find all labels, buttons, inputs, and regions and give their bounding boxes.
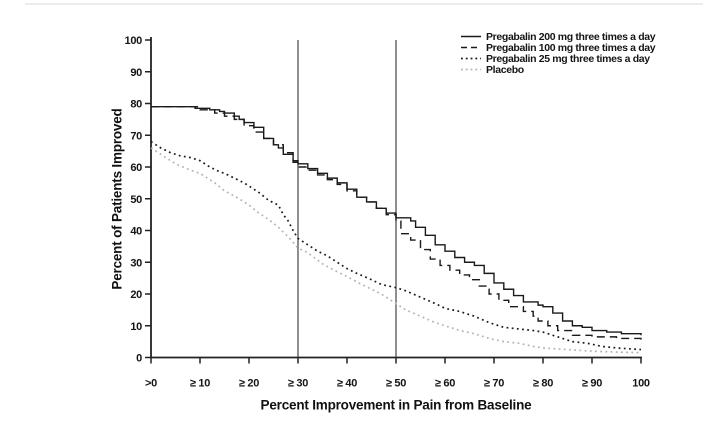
legend-label: Placebo [486,63,524,76]
x-tick-label: ≥ 60 [435,378,455,390]
x-tick-label: ≥ 30 [288,378,308,390]
series-line-3 [150,147,642,354]
x-tick-label: ≥ 80 [533,378,553,390]
legend-line-swatch [461,57,481,60]
y-tick-label: 10 [130,321,142,333]
series-line-1 [151,105,642,342]
x-tick-label: ≥ 20 [239,378,259,390]
legend-label: Pregabalin 100 mg three times a day [486,41,656,54]
x-tick-label: ≥ 40 [337,378,357,390]
y-tick-label: 90 [130,67,142,79]
y-tick-label: 80 [130,99,142,111]
legend-item: Pregabalin 200 mg three times a day [461,30,656,43]
legend-item: Pregabalin 25 mg three times a day [461,52,655,65]
y-tick-label: 0 [136,353,142,365]
legend-item: Placebo [461,63,655,76]
y-axis-title: Percent of Patients Improved [109,108,125,290]
y-tick-label: 60 [130,162,142,174]
series-line-0 [151,105,642,336]
x-tick-label: ≥ 50 [386,378,406,390]
y-tick-label: 70 [130,130,142,142]
legend-label: Pregabalin 200 mg three times a day [486,30,656,43]
legend-line-swatch [461,68,481,71]
legend-label: Pregabalin 25 mg three times a day [486,52,650,65]
legend: Pregabalin 200 mg three times a day Prega… [461,30,656,76]
legend-line-swatch [461,35,481,38]
y-tick-label: 20 [130,289,142,301]
x-tick-label: >0 [145,378,157,390]
x-tick-label: ≥ 90 [582,378,602,390]
legend-item: Pregabalin 100 mg three times a day [461,41,656,54]
x-tick-label: 100 [632,378,650,390]
y-tick-label: 30 [130,257,142,269]
x-axis-title: Percent Improvement in Pain from Baselin… [260,397,532,413]
y-tick-label: 40 [130,226,142,238]
legend-line-swatch [461,46,481,49]
x-tick-label: ≥ 10 [190,378,210,390]
y-tick-label: 50 [130,194,142,206]
y-tick-label: 100 [125,35,143,47]
x-tick-label: ≥ 70 [484,378,504,390]
series-line-2 [150,140,642,351]
